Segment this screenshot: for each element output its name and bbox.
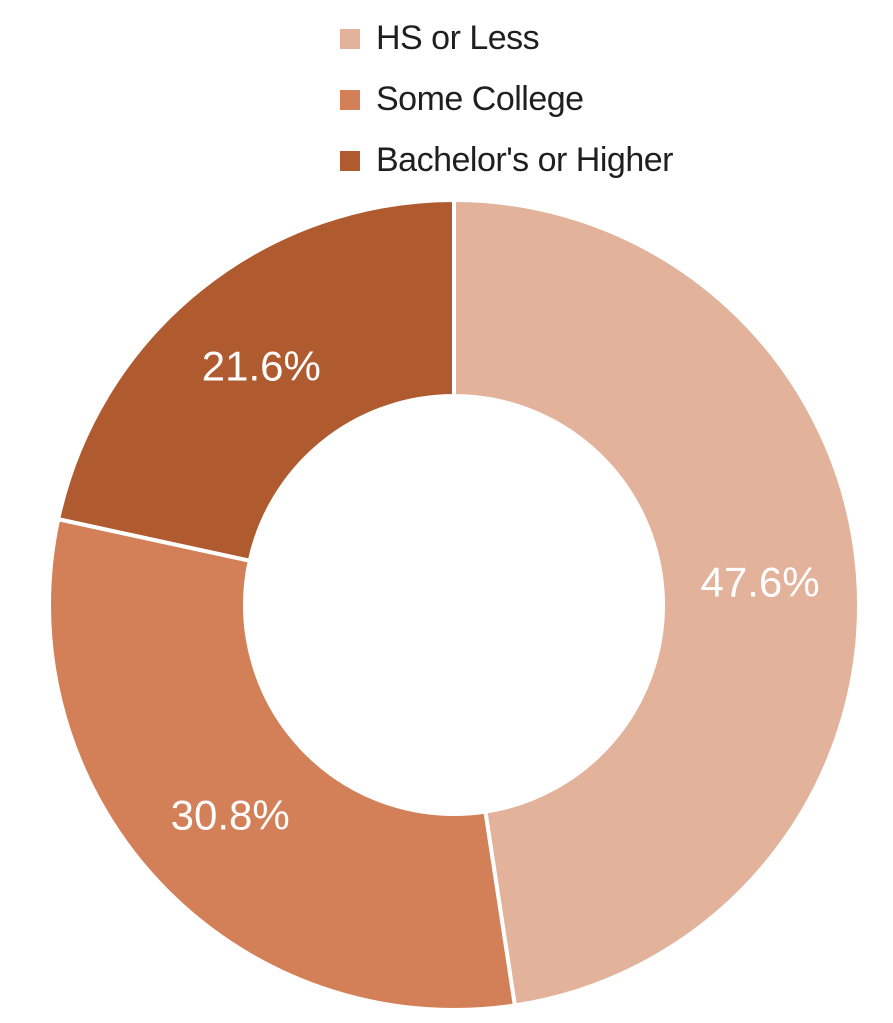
- slices-layer: [47, 197, 861, 1012]
- slice-hs-or-less: [452, 197, 861, 1008]
- slice-bachelor-s-or-higher: [55, 197, 456, 564]
- data-label-some-college: 30.8%: [171, 792, 290, 839]
- data-labels-layer: 47.6% 30.8% 21.6%: [171, 343, 820, 839]
- legend-label-hs-or-less: HS or Less: [376, 19, 540, 57]
- slice-some-college: [47, 516, 518, 1012]
- legend-label-bachelors-or-higher: Bachelor's or Higher: [376, 141, 673, 179]
- legend-swatch-some-college: [340, 89, 360, 110]
- legend-item-hs-or-less: HS or Less: [340, 8, 673, 69]
- data-label-hs-or-less: 47.6%: [701, 558, 820, 605]
- legend-label-some-college: Some College: [376, 80, 584, 118]
- chart-legend: HS or Less Some College Bachelor's or Hi…: [340, 8, 673, 191]
- legend-item-bachelors-or-higher: Bachelor's or Higher: [340, 130, 673, 191]
- legend-swatch-bachelors-or-higher: [340, 150, 360, 171]
- legend-swatch-hs-or-less: [340, 28, 360, 49]
- legend-item-some-college: Some College: [340, 69, 673, 130]
- data-label-bachelor-s-or-higher: 21.6%: [202, 343, 321, 390]
